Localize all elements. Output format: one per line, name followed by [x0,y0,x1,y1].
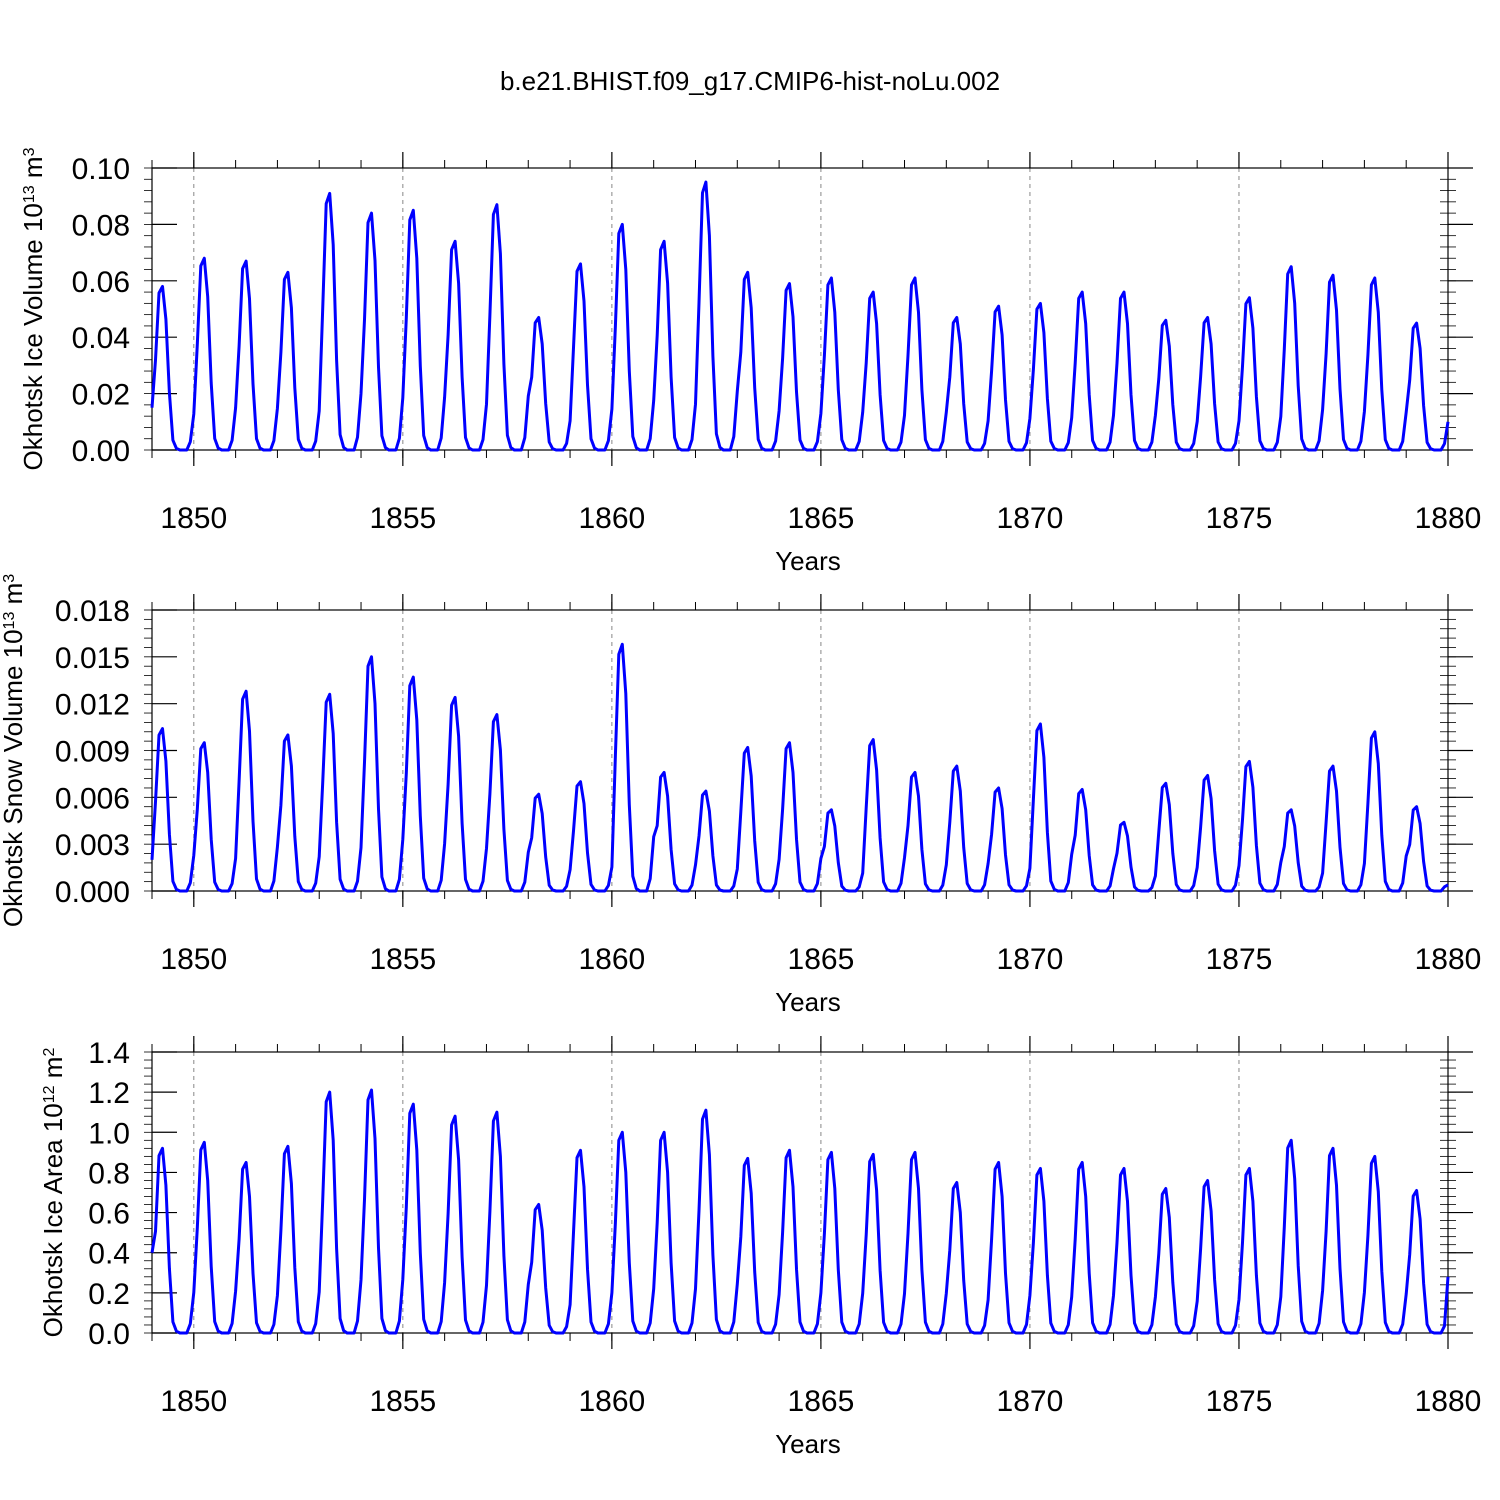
y-tick-label: 0.6 [88,1198,130,1231]
y-axis-title-superscript: 3 [1,574,18,583]
y-axis-title-text: m [18,156,48,185]
y-tick-label: 0.10 [72,153,130,186]
y-axis-title-superscript: 13 [1,612,18,630]
y-tick-label: 0.2 [88,1278,130,1311]
y-axis-title: Okhotsk Ice Volume 1013 m3 [18,147,48,470]
y-tick-label: 0.08 [72,209,130,242]
y-axis-title-superscript: 12 [41,1085,58,1103]
y-tick-label: 0.018 [55,595,130,628]
y-axis-title-superscript: 13 [21,185,38,203]
y-tick-label: 0.0 [88,1318,130,1351]
x-tick-label: 1875 [1206,943,1273,976]
x-axis-title: Years [775,546,841,576]
y-tick-label: 0.003 [55,829,130,862]
plot-frame [151,167,1449,451]
y-tick-label: 1.0 [88,1117,130,1150]
y-tick-label: 0.4 [88,1238,130,1271]
series-line [150,180,1450,452]
x-tick-label: 1880 [1415,1385,1482,1418]
x-tick-label: 1880 [1415,943,1482,976]
x-tick-label: 1865 [788,943,855,976]
y-axis-title-text: Okhotsk Ice Area 10 [38,1103,68,1337]
y-tick-label: 0.012 [55,689,130,722]
y-tick-label: 1.2 [88,1077,130,1110]
y-tick-label: 0.006 [55,782,130,815]
y-axis-title-text: Okhotsk Ice Volume 10 [18,203,48,470]
x-axis-title: Years [775,987,841,1017]
panel-ice-volume: 1850 1855 1860 1865 1870 1875 1880 0.00 0.02 0.04… [18,147,1481,576]
x-tick-label: 1880 [1415,502,1482,535]
x-tick-label: 1860 [578,943,645,976]
figure-title: b.e21.BHIST.f09_g17.CMIP6-hist-noLu.002 [500,66,1000,96]
x-tick-label: 1855 [369,943,436,976]
y-tick-label: 0.06 [72,266,130,299]
x-tick-label: 1855 [369,502,436,535]
x-tick-label: 1875 [1206,1385,1273,1418]
panel-snow-volume: 1850 1855 1860 1865 1870 1875 1880 0.000 0.003 0.… [0,574,1481,1017]
x-tick-label: 1860 [578,1385,645,1418]
y-axis-title-superscript: 3 [21,147,38,156]
series-line [150,1088,1450,1335]
x-tick-label: 1860 [578,502,645,535]
x-tick-label: 1850 [160,1385,227,1418]
y-tick-label: 0.02 [72,379,130,412]
y-tick-label: 0.00 [72,435,130,468]
y-tick-label: 0.009 [55,736,130,769]
series-line [150,642,1449,893]
y-tick-label: 1.4 [88,1037,130,1070]
x-tick-label: 1850 [160,943,227,976]
x-tick-label: 1870 [997,1385,1064,1418]
y-tick-label: 0.015 [55,642,130,675]
x-tick-label: 1865 [788,1385,855,1418]
x-tick-label: 1850 [160,502,227,535]
y-tick-label: 0.04 [72,322,130,355]
x-tick-label: 1855 [369,1385,436,1418]
panel-ice-area: 1850 1855 1860 1865 1870 1875 1880 0.0 0.2 0.4 0.6… [38,1036,1481,1459]
y-axis-title: Okhotsk Ice Area 1012 m2 [38,1048,68,1338]
y-tick-label: 0.8 [88,1157,130,1190]
plot-frame [151,1051,1449,1334]
x-tick-label: 1865 [788,502,855,535]
x-tick-label: 1870 [997,943,1064,976]
y-axis-title-text: Okhotsk Snow Volume 10 [0,629,28,927]
x-tick-label: 1870 [997,502,1064,535]
y-axis-title-text: m [0,583,28,612]
y-axis-title-superscript: 2 [41,1048,58,1057]
y-tick-label: 0.000 [55,876,130,909]
y-axis-title: Okhotsk Snow Volume 1013 m3 [0,574,28,927]
plot-frame [151,609,1449,892]
y-axis-title-text: m [38,1057,68,1086]
x-axis-title: Years [775,1429,841,1459]
x-tick-label: 1875 [1206,502,1273,535]
